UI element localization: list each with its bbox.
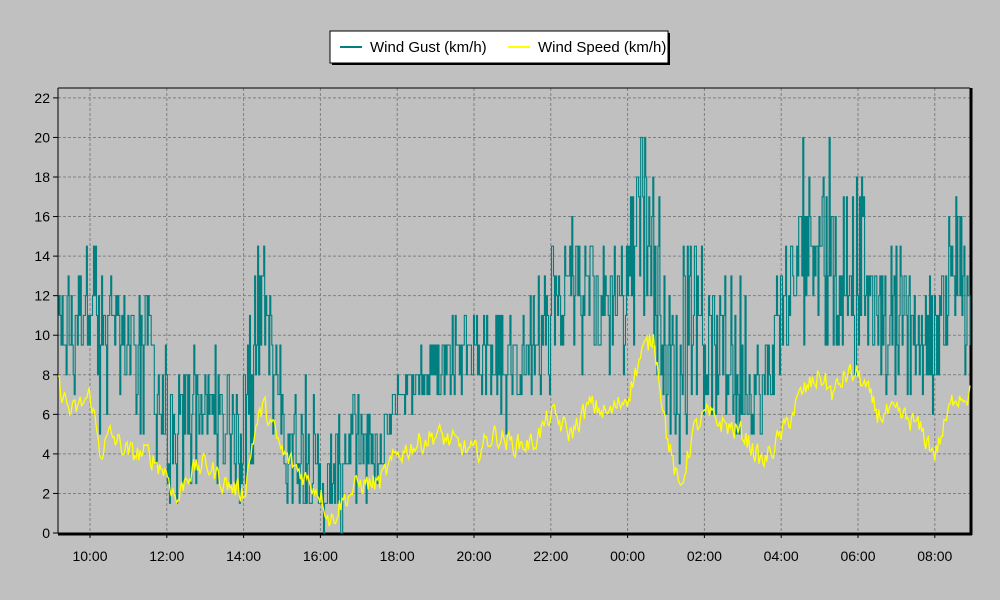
x-tick-label: 22:00 — [533, 548, 568, 564]
y-tick-label: 20 — [34, 129, 50, 145]
y-tick-label: 4 — [42, 446, 50, 462]
y-tick-label: 18 — [34, 169, 50, 185]
x-tick-label: 18:00 — [380, 548, 415, 564]
y-tick-label: 10 — [34, 327, 50, 343]
y-tick-label: 6 — [42, 406, 50, 422]
series-wind-speed — [57, 334, 971, 527]
legend-box — [329, 30, 669, 64]
series-wind-gust — [58, 136, 971, 534]
x-tick-label: 04:00 — [764, 548, 799, 564]
y-tick-label: 22 — [34, 90, 50, 106]
x-tick-label: 08:00 — [917, 548, 952, 564]
axes-layer: 10:00 12:00 14:00 16:00 18:00 20:00 22:00 00:00… — [34, 87, 973, 564]
y-tick-label: 0 — [42, 525, 50, 541]
x-tick-label: 06:00 — [840, 548, 875, 564]
x-tick-label: 10:00 — [72, 548, 107, 564]
y-tick-label: 16 — [34, 209, 50, 225]
legend-label: Wind Gust (km/h) — [370, 39, 487, 56]
series-layer — [57, 136, 971, 534]
legend-label: Wind Speed (km/h) — [538, 39, 666, 56]
y-tick-label: 14 — [34, 248, 50, 264]
x-tick-label: 12:00 — [149, 548, 184, 564]
y-tick-label: 2 — [42, 485, 50, 501]
legend-layer: Wind Gust (km/h) Wind Speed (km/h) — [329, 30, 670, 65]
y-tick-label: 8 — [42, 367, 50, 383]
x-tick-label: 14:00 — [226, 548, 261, 564]
x-tick-label: 20:00 — [456, 548, 491, 564]
x-tick-label: 16:00 — [303, 548, 338, 564]
y-tick-label: 12 — [34, 288, 50, 304]
x-tick-label: 02:00 — [687, 548, 722, 564]
x-tick-label: 00:00 — [610, 548, 645, 564]
